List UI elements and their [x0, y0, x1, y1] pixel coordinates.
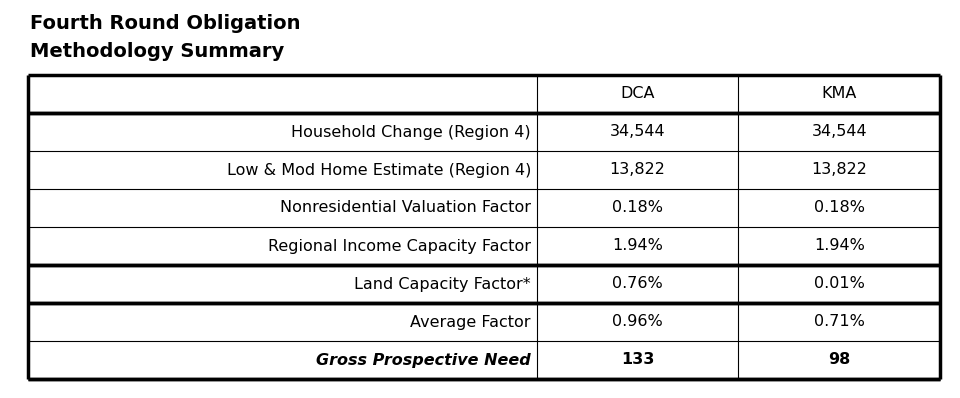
- Text: Methodology Summary: Methodology Summary: [30, 42, 284, 61]
- Text: 0.18%: 0.18%: [814, 201, 865, 215]
- Text: Nonresidential Valuation Factor: Nonresidential Valuation Factor: [280, 201, 531, 215]
- Text: 0.01%: 0.01%: [814, 277, 865, 291]
- Text: DCA: DCA: [620, 86, 655, 101]
- Text: 34,544: 34,544: [811, 125, 867, 140]
- Text: 133: 133: [621, 353, 655, 367]
- Text: 0.18%: 0.18%: [612, 201, 663, 215]
- Text: 1.94%: 1.94%: [814, 238, 865, 254]
- Text: 98: 98: [828, 353, 851, 367]
- Text: 34,544: 34,544: [610, 125, 665, 140]
- Text: 0.76%: 0.76%: [612, 277, 663, 291]
- Text: 0.96%: 0.96%: [612, 314, 663, 330]
- Text: Household Change (Region 4): Household Change (Region 4): [291, 125, 531, 140]
- Text: Average Factor: Average Factor: [410, 314, 531, 330]
- Text: Gross Prospective Need: Gross Prospective Need: [316, 353, 531, 367]
- Text: Fourth Round Obligation: Fourth Round Obligation: [30, 14, 300, 33]
- Text: 13,822: 13,822: [610, 162, 665, 178]
- Text: Land Capacity Factor*: Land Capacity Factor*: [354, 277, 531, 291]
- Text: KMA: KMA: [822, 86, 857, 101]
- Text: 0.71%: 0.71%: [814, 314, 865, 330]
- Text: 13,822: 13,822: [811, 162, 867, 178]
- Text: Regional Income Capacity Factor: Regional Income Capacity Factor: [268, 238, 531, 254]
- Text: 1.94%: 1.94%: [612, 238, 663, 254]
- Text: Low & Mod Home Estimate (Region 4): Low & Mod Home Estimate (Region 4): [227, 162, 531, 178]
